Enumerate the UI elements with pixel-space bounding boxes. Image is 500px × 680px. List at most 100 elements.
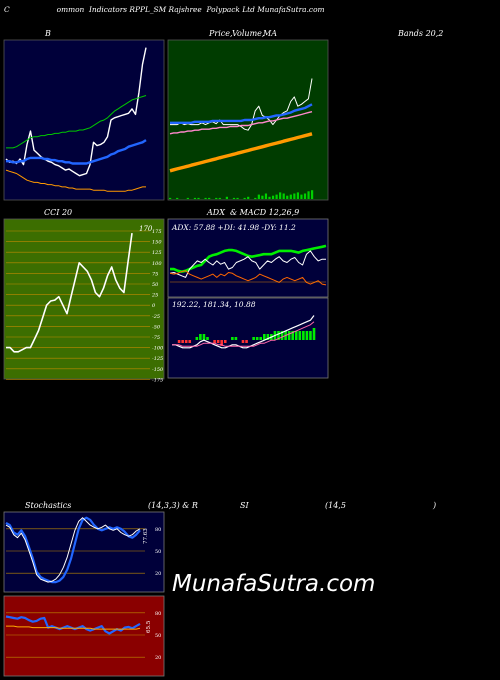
stoch-series-k xyxy=(5,516,141,584)
macd-hist-bar xyxy=(181,340,184,343)
volume-bar xyxy=(208,197,211,199)
macd-hist-bar xyxy=(252,337,255,340)
volume-bar xyxy=(282,193,285,199)
stoch-label-b: (14,3,3) & R xyxy=(148,501,198,510)
volume-bar xyxy=(293,193,296,199)
rsi-panel-bg xyxy=(3,595,165,677)
bollinger-panel-bg xyxy=(3,39,165,201)
volume-bar xyxy=(303,193,307,199)
price-label-a: Price, xyxy=(209,29,233,38)
rsi-series-rsi_ma xyxy=(6,625,141,630)
cci-tick-label: 50 xyxy=(152,282,159,288)
volume-bar xyxy=(232,197,236,199)
volume-bar xyxy=(218,197,221,199)
bands-label: Bands 20,2 xyxy=(398,29,444,38)
cci-series-cci xyxy=(6,232,133,353)
stoch-label-e: ) xyxy=(433,501,437,510)
cci-tick-label: 0 xyxy=(152,303,156,309)
volume-bar xyxy=(271,195,275,199)
osc-tick-label: 80 xyxy=(155,527,161,533)
macd-hist-bar xyxy=(280,331,284,340)
adx-series-plus_di xyxy=(169,250,326,278)
volume-bar xyxy=(176,197,179,199)
adx-panel-bg xyxy=(167,218,329,298)
macd-hist-bar xyxy=(266,334,270,340)
volume-bar xyxy=(193,197,197,199)
cci-tick-label: 150 xyxy=(152,240,162,246)
macd-hist-bar xyxy=(255,337,259,340)
cci-tick-label: -75 xyxy=(152,335,160,341)
volume-bar xyxy=(286,195,289,199)
cci-tick-label: 175 xyxy=(152,229,162,235)
volume-bar xyxy=(296,192,299,199)
macd-hist-bar xyxy=(263,334,266,340)
adx-values-text: ADX: 57.88 +DI: 41.98 -DY: 11.2 xyxy=(171,223,296,232)
macd-hist-bar xyxy=(213,340,216,343)
cci-panel-bg xyxy=(3,218,165,380)
bollinger-series-close xyxy=(5,47,147,177)
macd-hist-bar xyxy=(199,334,202,340)
macd-values-text: 192.22, 181.34, 10.88 xyxy=(172,300,256,309)
price-label-c: MA xyxy=(263,29,277,38)
volume-bar xyxy=(275,194,278,199)
macd-hist-bar xyxy=(195,337,199,340)
macd-hist-bar xyxy=(241,340,245,343)
macd-panel-bg xyxy=(167,297,329,379)
macd-hist-bar xyxy=(309,331,312,340)
volume-bar xyxy=(204,197,207,199)
osc-tick-label: 50 xyxy=(155,549,161,555)
cci-tick-label: 25 xyxy=(151,293,158,299)
bollinger-series-upper xyxy=(6,95,147,149)
volume-bar xyxy=(289,194,292,199)
macd-hist-bar xyxy=(234,337,238,340)
volume-bar xyxy=(243,197,246,199)
macd-hist-bar xyxy=(298,331,302,340)
macd-hist-bar xyxy=(202,334,206,340)
osc-tick-label: 80 xyxy=(155,611,161,617)
volume-bar xyxy=(307,191,310,199)
cci-tick-label: -100 xyxy=(152,346,164,352)
stoch-label-a: Stochastics xyxy=(25,501,72,510)
cci-tick-label: -150 xyxy=(152,367,164,373)
macd-hist-bar xyxy=(216,340,220,343)
stoch-label-c: SI xyxy=(240,501,249,510)
macd-hist-bar xyxy=(188,340,192,343)
chart-header-title: C ommon Indicators RPPL_SM Rajshree Poly… xyxy=(4,5,325,14)
cci-tick-label: -175 xyxy=(152,377,163,383)
cci-tick-label: 75 xyxy=(152,271,158,277)
bollinger-series-middle xyxy=(6,139,147,165)
stoch-current-value: 77.63 xyxy=(143,528,149,544)
volume-bar xyxy=(247,196,250,199)
volume-bar xyxy=(254,197,257,199)
cci-tick-label: 100 xyxy=(152,261,162,267)
volume-bar xyxy=(264,193,268,199)
volume-bar xyxy=(169,197,172,199)
macd-hist-bar xyxy=(259,337,263,340)
macd-hist-bar xyxy=(184,340,188,343)
adx-macd-label: ADX & MACD 12,26,9 xyxy=(207,208,300,217)
price-series-price xyxy=(170,78,313,131)
macd-series-macd xyxy=(172,315,315,349)
volume-bar xyxy=(300,194,303,199)
volume-bar xyxy=(197,197,200,199)
cci-tick-label: -125 xyxy=(152,356,163,362)
macd-hist-bar xyxy=(177,340,181,343)
macd-hist-bar xyxy=(291,331,294,340)
macd-hist-bar xyxy=(305,331,309,340)
macd-hist-bar xyxy=(220,340,223,346)
volume-bar xyxy=(261,195,264,199)
volume-bar xyxy=(279,192,282,199)
volume-bar xyxy=(311,190,314,199)
macd-hist-bar xyxy=(245,340,248,343)
price-series-ma_blue xyxy=(170,103,313,125)
macd-hist-bar xyxy=(302,331,305,340)
volume-bar xyxy=(225,196,228,199)
macd-hist-bar xyxy=(287,331,291,340)
watermark: MunafaSutra.com xyxy=(172,571,376,597)
cci-label: CCI 20 xyxy=(44,208,73,217)
stoch-label-d: (14,5 xyxy=(325,501,346,510)
volume-bar xyxy=(268,196,271,199)
osc-tick-label: 50 xyxy=(155,633,161,639)
adx-series-adx xyxy=(170,244,327,273)
